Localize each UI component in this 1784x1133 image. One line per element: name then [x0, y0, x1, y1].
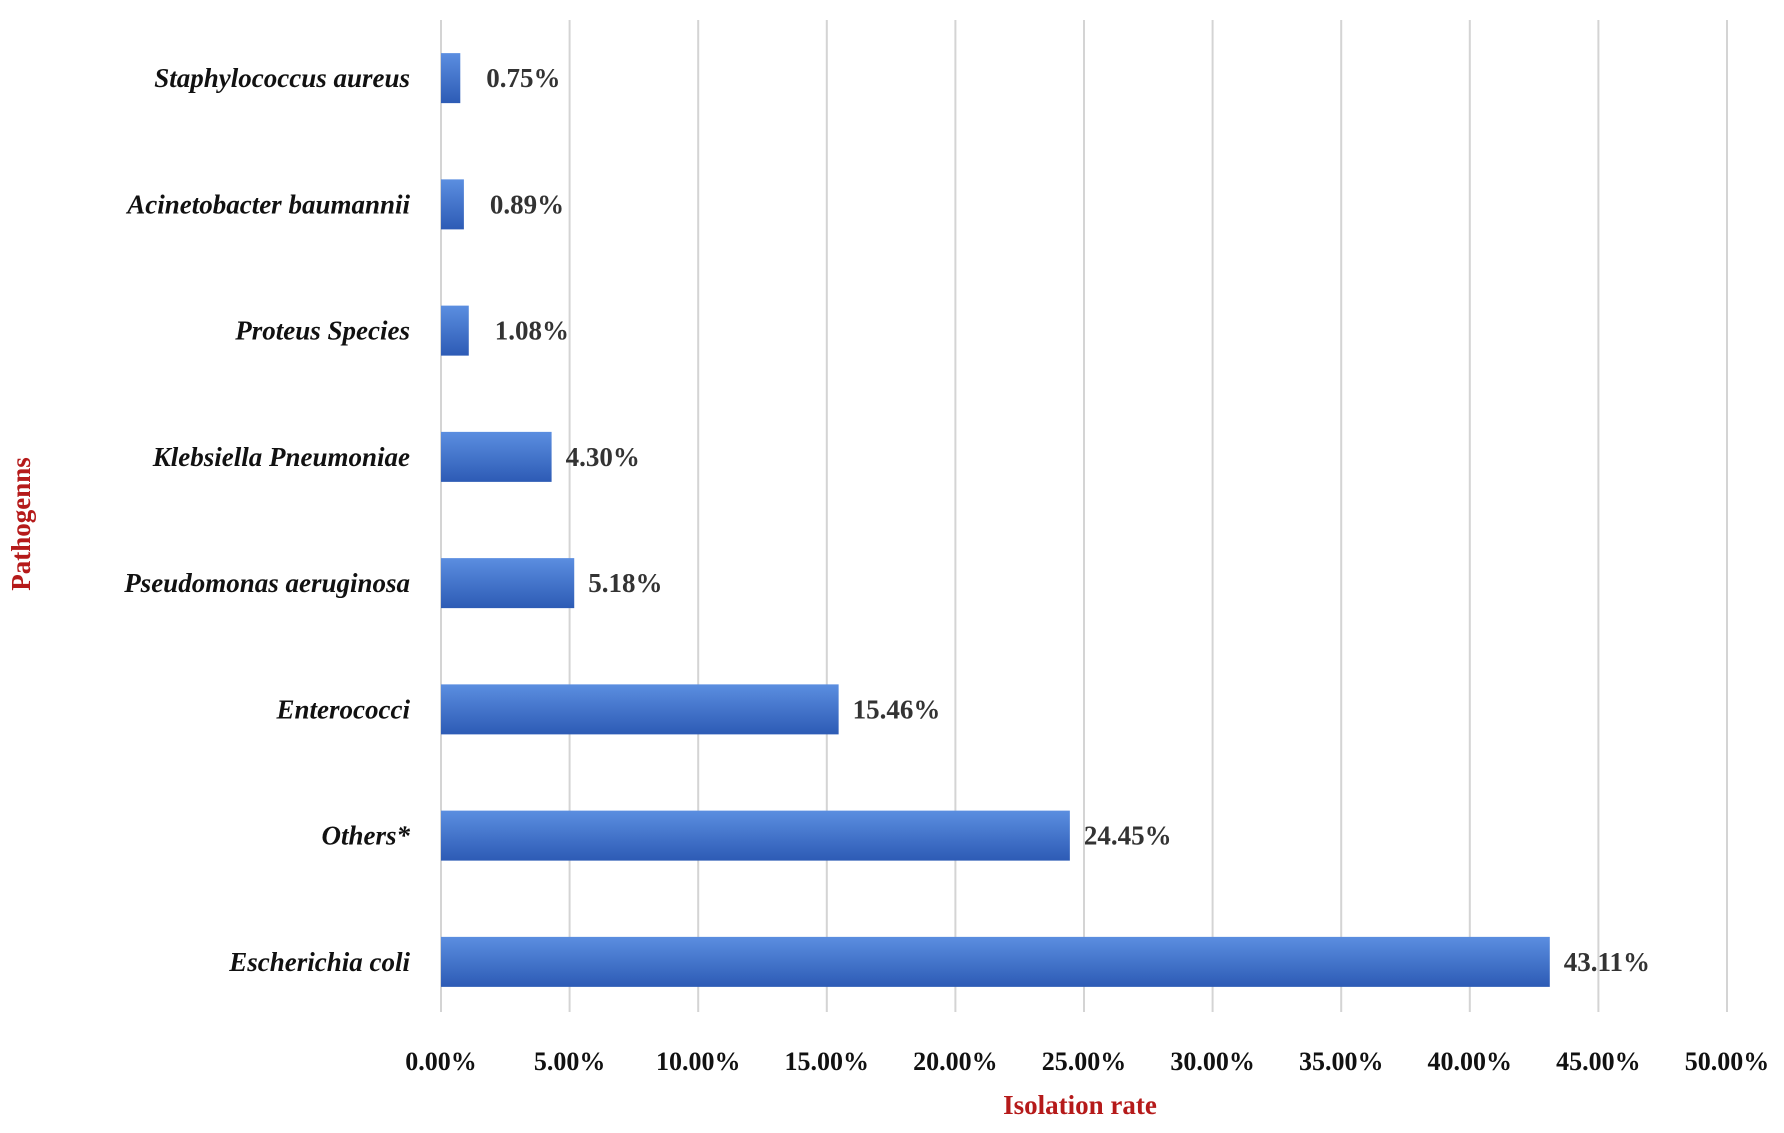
category-label-proteus-species: Proteus Species — [234, 316, 410, 346]
x-tick-label: 10.00% — [656, 1047, 741, 1076]
data-label-enterococci: 15.46% — [853, 694, 941, 724]
bar-proteus-species — [441, 305, 469, 356]
data-label-others: 24.45% — [1084, 821, 1172, 851]
x-tick-label: 25.00% — [1042, 1047, 1127, 1076]
category-label-enterococci: Enterococci — [276, 694, 411, 724]
bar-others — [441, 810, 1070, 861]
gridlines — [440, 20, 1728, 1012]
x-tick-label: 40.00% — [1428, 1047, 1513, 1076]
bar-enterococci — [441, 684, 839, 735]
data-label-staphylococcus-aureus: 0.75% — [486, 63, 560, 93]
bar-acinetobacter-baumannii — [441, 179, 464, 230]
x-tick-label: 15.00% — [785, 1047, 870, 1076]
y-axis-title: Pathogenns — [6, 457, 36, 591]
category-label-klebsiella-pneumoniae: Klebsiella Pneumoniae — [152, 442, 410, 472]
data-label-escherichia-coli: 43.11% — [1564, 947, 1650, 977]
data-label-klebsiella-pneumoniae: 4.30% — [566, 442, 640, 472]
labels: 0.00% 5.00% 10.00% 15.00% 20.00% 25.00% 30.00%… — [123, 63, 1769, 1076]
x-tick-label: 45.00% — [1556, 1047, 1641, 1076]
x-axis-title: Isolation rate — [1003, 1090, 1157, 1120]
category-label-staphylococcus-aureus: Staphylococcus aureus — [154, 63, 410, 93]
bar-pseudomonas-aeruginosa — [441, 558, 575, 609]
x-tick-label: 50.00% — [1685, 1047, 1770, 1076]
x-tick-label: 0.00% — [405, 1047, 477, 1076]
category-label-pseudomonas-aeruginosa: Pseudomonas aeruginosa — [123, 568, 410, 598]
x-tick-label: 35.00% — [1299, 1047, 1384, 1076]
category-label-others: Others* — [321, 821, 410, 851]
x-tick-label: 30.00% — [1170, 1047, 1255, 1076]
bar-staphylococcus-aureus — [441, 53, 461, 104]
data-label-acinetobacter-baumannii: 0.89% — [490, 189, 564, 219]
data-label-proteus-species: 1.08% — [495, 316, 569, 346]
category-label-escherichia-coli: Escherichia coli — [228, 947, 410, 977]
bars — [441, 53, 1550, 987]
x-tick-label: 20.00% — [913, 1047, 998, 1076]
bar-escherichia-coli — [441, 936, 1550, 987]
category-label-acinetobacter-baumannii: Acinetobacter baumannii — [125, 189, 410, 219]
x-tick-label: 5.00% — [534, 1047, 606, 1076]
data-label-pseudomonas-aeruginosa: 5.18% — [588, 568, 662, 598]
bar-klebsiella-pneumoniae — [441, 431, 552, 482]
